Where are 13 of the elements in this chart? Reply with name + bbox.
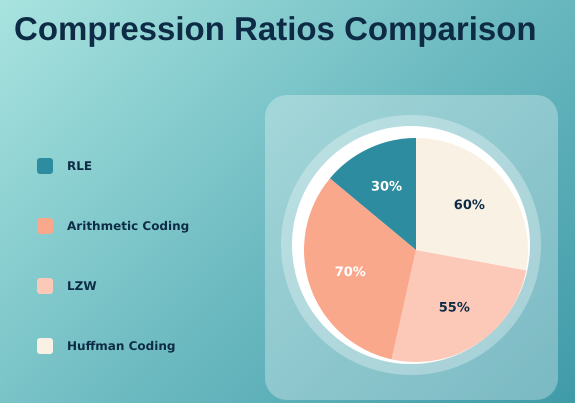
legend-label: RLE [67, 159, 92, 173]
legend-label: Huffman Coding [67, 339, 176, 353]
legend-label: Arithmetic Coding [67, 219, 190, 233]
data-label: 60% [454, 198, 485, 214]
pie-slice [330, 138, 416, 250]
data-label: 30% [370, 180, 402, 195]
pie-slice [416, 138, 528, 270]
data-label: 55% [438, 300, 470, 316]
data-label: 70% [334, 264, 366, 280]
chart-title: Compression Ratios Comparison [14, 10, 537, 48]
pie-slice [304, 178, 416, 360]
legend-label: LZW [67, 279, 97, 293]
pie-slice [392, 250, 526, 362]
